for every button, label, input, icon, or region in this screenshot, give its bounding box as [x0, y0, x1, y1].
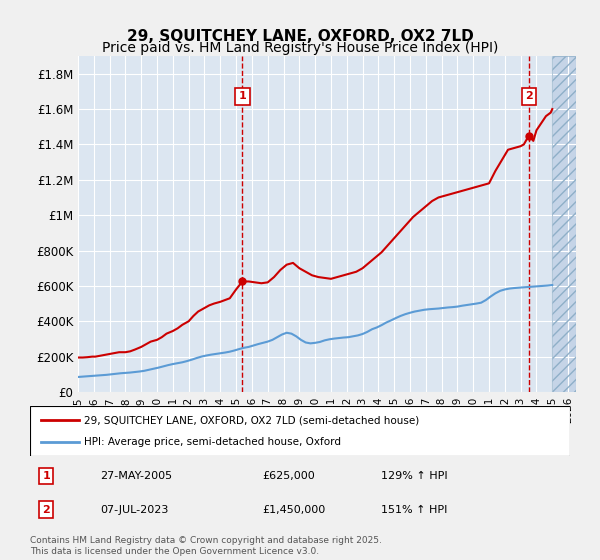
Text: 27-MAY-2005: 27-MAY-2005 — [100, 471, 172, 481]
Text: 1: 1 — [239, 91, 246, 101]
Text: £625,000: £625,000 — [262, 471, 315, 481]
FancyBboxPatch shape — [30, 406, 570, 456]
Text: 07-JUL-2023: 07-JUL-2023 — [100, 505, 169, 515]
Text: 2: 2 — [43, 505, 50, 515]
Text: Price paid vs. HM Land Registry's House Price Index (HPI): Price paid vs. HM Land Registry's House … — [102, 41, 498, 55]
Text: 29, SQUITCHEY LANE, OXFORD, OX2 7LD (semi-detached house): 29, SQUITCHEY LANE, OXFORD, OX2 7LD (sem… — [84, 415, 419, 425]
Text: Contains HM Land Registry data © Crown copyright and database right 2025.
This d: Contains HM Land Registry data © Crown c… — [30, 536, 382, 556]
Text: 2: 2 — [525, 91, 533, 101]
Bar — [552, 56, 576, 392]
Text: 1: 1 — [43, 471, 50, 481]
Text: HPI: Average price, semi-detached house, Oxford: HPI: Average price, semi-detached house,… — [84, 437, 341, 447]
Text: 151% ↑ HPI: 151% ↑ HPI — [381, 505, 448, 515]
Text: 29, SQUITCHEY LANE, OXFORD, OX2 7LD: 29, SQUITCHEY LANE, OXFORD, OX2 7LD — [127, 29, 473, 44]
Bar — [552, 56, 576, 392]
Text: £1,450,000: £1,450,000 — [262, 505, 325, 515]
Text: 129% ↑ HPI: 129% ↑ HPI — [381, 471, 448, 481]
